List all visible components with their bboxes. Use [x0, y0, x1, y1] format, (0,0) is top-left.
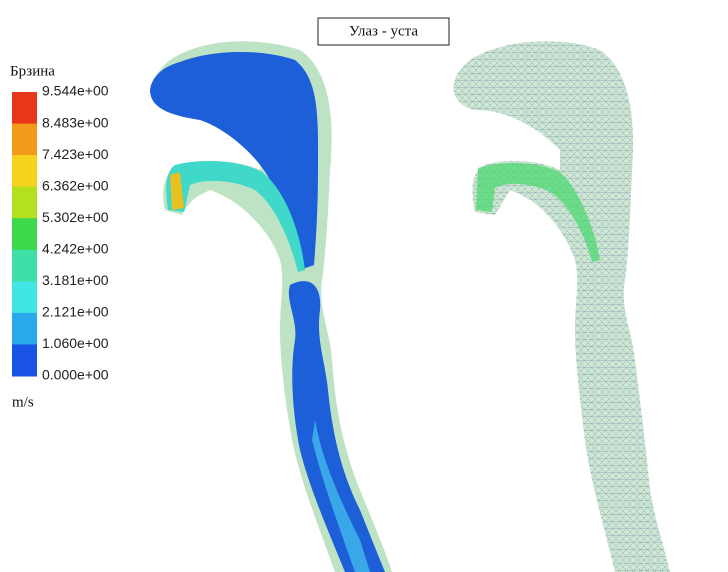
legend-label: 0.000e+00 — [42, 367, 109, 383]
inlet-hotspot — [170, 172, 184, 210]
nasal-flow — [150, 51, 319, 270]
legend-label: 7.423e+00 — [42, 146, 109, 162]
legend-label: 1.060e+00 — [42, 335, 109, 351]
mesh-overlay — [453, 41, 670, 572]
throat-core — [312, 420, 370, 572]
colorbar-segment — [12, 218, 37, 251]
colorbar-segment — [12, 123, 37, 156]
colorbar-segment — [12, 281, 37, 314]
colorbar-segment — [12, 186, 37, 219]
right-model — [453, 41, 670, 572]
legend-label: 4.242e+00 — [42, 240, 109, 256]
colorbar-segment — [12, 249, 37, 282]
legend-label: 3.181e+00 — [42, 272, 109, 288]
oral-flow — [166, 160, 305, 272]
left-model — [150, 41, 392, 572]
title-box — [317, 17, 450, 46]
legend-label: 8.483e+00 — [42, 114, 109, 130]
colorbar-segment — [12, 344, 37, 377]
legend-label: 9.544e+00 — [42, 83, 109, 99]
oral-stream — [476, 163, 600, 262]
legend-label: 2.121e+00 — [42, 304, 109, 320]
colorbar-segment — [12, 155, 37, 188]
colorbar-segment — [12, 312, 37, 345]
colorbar-segment — [12, 92, 37, 125]
legend-label: 5.302e+00 — [42, 209, 109, 225]
title: Улаз - уста — [349, 23, 418, 39]
legend-title: Брзина — [10, 63, 55, 79]
legend-label: 6.362e+00 — [42, 177, 109, 193]
legend-unit: m/s — [12, 394, 34, 410]
throat-flow — [288, 281, 385, 572]
